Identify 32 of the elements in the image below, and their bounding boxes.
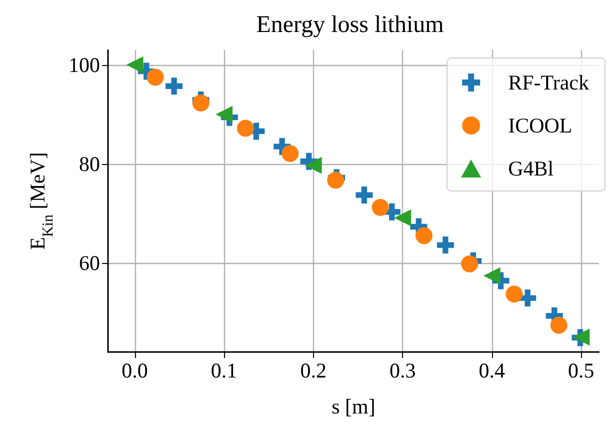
point <box>372 198 389 216</box>
point <box>282 144 299 162</box>
point <box>506 286 523 303</box>
x-tick-label: 0.1 <box>210 358 238 382</box>
point <box>483 267 500 284</box>
x-tick-label: 0.3 <box>389 358 416 382</box>
legend-label: G4Bl <box>508 156 554 180</box>
x-tick-label: 0.0 <box>122 358 148 382</box>
point <box>394 209 412 226</box>
point <box>519 290 536 307</box>
chart-title: Energy loss lithium <box>256 12 444 38</box>
y-tick-label: 80 <box>79 152 100 176</box>
y-tick-label: 60 <box>79 250 100 275</box>
x-tick-label: 0.4 <box>478 358 506 382</box>
point <box>461 255 478 272</box>
point <box>356 186 373 204</box>
point <box>146 68 164 86</box>
point <box>550 316 568 334</box>
y-tick-label: 100 <box>68 52 100 77</box>
point <box>416 227 433 244</box>
legend-label: ICOOL <box>508 114 572 138</box>
point <box>304 156 322 174</box>
point <box>126 56 144 74</box>
point <box>216 106 233 123</box>
x-tick-label: 0.5 <box>568 358 594 382</box>
point <box>236 120 254 137</box>
x-axis-title: s [m] <box>332 394 376 418</box>
y-axis-title: EKin [MeV] <box>26 152 56 250</box>
point <box>166 78 183 95</box>
x-tick-label: 0.2 <box>300 358 326 382</box>
legend-label: RF-Track <box>508 70 590 94</box>
point <box>436 236 454 254</box>
